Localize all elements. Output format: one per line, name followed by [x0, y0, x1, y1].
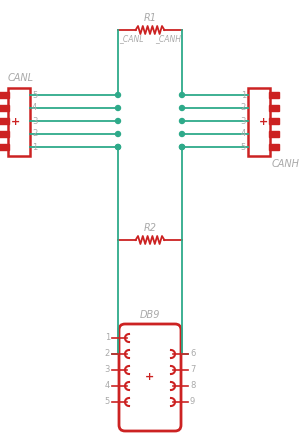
Circle shape — [179, 93, 184, 97]
Text: _CANH: _CANH — [155, 34, 181, 43]
Text: 5: 5 — [32, 90, 37, 100]
Circle shape — [116, 105, 121, 110]
Text: 3: 3 — [32, 117, 38, 126]
Circle shape — [116, 118, 121, 123]
Text: R1: R1 — [143, 13, 157, 23]
Text: +: + — [146, 372, 154, 383]
Circle shape — [116, 131, 121, 136]
Circle shape — [179, 144, 184, 149]
Text: _CANL: _CANL — [119, 34, 143, 43]
Text: DB9: DB9 — [140, 310, 160, 320]
Circle shape — [179, 105, 184, 110]
Text: 1: 1 — [32, 143, 37, 152]
Bar — [269, 92, 279, 98]
Text: CANL: CANL — [8, 73, 34, 83]
Text: 2: 2 — [241, 104, 246, 113]
Text: 5: 5 — [241, 143, 246, 152]
Bar — [0, 131, 9, 137]
Bar — [269, 144, 279, 150]
Bar — [0, 144, 9, 150]
Bar — [269, 105, 279, 111]
Bar — [248, 88, 270, 156]
Circle shape — [116, 93, 121, 97]
Text: CANH: CANH — [272, 159, 300, 169]
Text: 3: 3 — [105, 366, 110, 375]
Text: 4: 4 — [241, 130, 246, 139]
Text: 4: 4 — [105, 381, 110, 391]
Text: +: + — [258, 117, 268, 127]
Circle shape — [116, 144, 121, 149]
Circle shape — [179, 131, 184, 136]
Text: R2: R2 — [143, 223, 157, 233]
Text: 4: 4 — [32, 104, 37, 113]
Text: 8: 8 — [190, 381, 195, 391]
Circle shape — [179, 144, 184, 149]
Bar — [0, 105, 9, 111]
Bar — [269, 131, 279, 137]
Text: +: + — [11, 117, 20, 127]
Circle shape — [116, 144, 121, 149]
Bar — [269, 118, 279, 124]
Text: 3: 3 — [241, 117, 246, 126]
Text: 6: 6 — [190, 350, 195, 358]
Bar — [0, 118, 9, 124]
Text: 2: 2 — [32, 130, 37, 139]
Text: 1: 1 — [241, 90, 246, 100]
Text: 9: 9 — [190, 397, 195, 406]
Bar — [8, 88, 30, 156]
Text: 1: 1 — [105, 333, 110, 342]
Text: 5: 5 — [105, 397, 110, 406]
Text: 2: 2 — [105, 350, 110, 358]
Circle shape — [179, 118, 184, 123]
Text: 7: 7 — [190, 366, 195, 375]
Bar — [0, 92, 9, 98]
